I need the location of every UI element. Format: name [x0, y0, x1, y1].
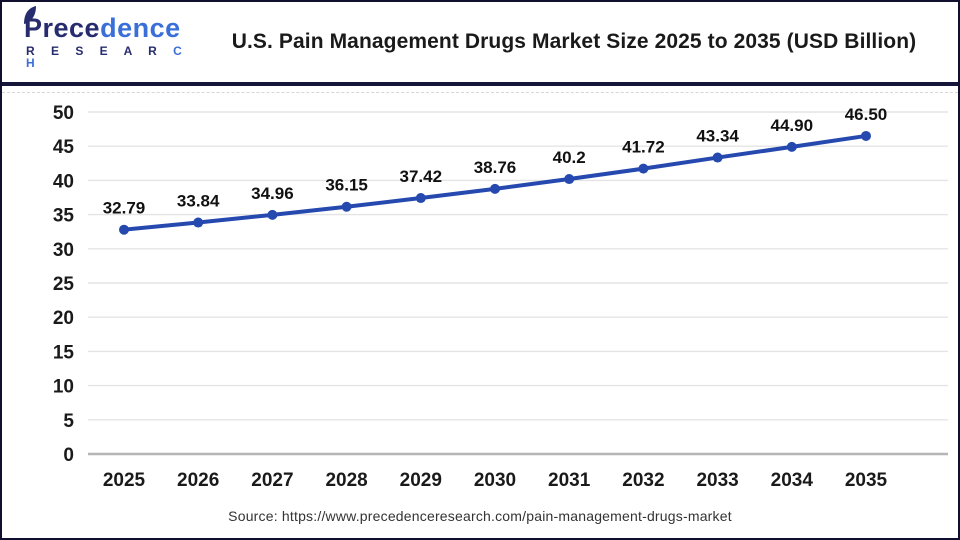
x-axis-label: 2033 — [696, 470, 738, 491]
header: Precedence R E S E A R C H U.S. Pain Man… — [2, 2, 958, 82]
y-axis-label: 10 — [53, 377, 74, 398]
data-point-label: 34.96 — [251, 184, 294, 203]
data-point-label: 37.42 — [400, 167, 443, 186]
dashed-divider — [2, 92, 958, 93]
data-point-marker — [415, 193, 426, 204]
x-axis-label: 2026 — [177, 470, 219, 491]
data-point-label: 33.84 — [177, 192, 220, 211]
leaf-icon — [24, 6, 36, 24]
data-point-marker — [638, 163, 649, 174]
data-point-marker — [564, 174, 575, 185]
footer: Source: https://www.precedenceresearch.c… — [2, 494, 958, 538]
data-point-label: 36.15 — [325, 176, 368, 195]
x-axis-label: 2031 — [548, 470, 591, 491]
data-point-marker — [861, 130, 871, 141]
data-point-marker — [267, 209, 278, 220]
x-axis-label: 2028 — [325, 470, 367, 491]
x-axis-label: 2025 — [103, 470, 146, 491]
y-axis-label: 15 — [53, 342, 75, 363]
chart-area: 0 5 10 15 20 25 30 35 40 45 50 2025 2026 2027 2028 2029… — [2, 94, 958, 494]
x-axis-label: 2030 — [474, 470, 516, 491]
data-point-label: 44.90 — [771, 116, 814, 135]
data-point-marker — [786, 141, 797, 152]
y-axis-label: 30 — [53, 240, 74, 261]
header-divider — [2, 82, 958, 86]
data-point-label: 38.76 — [474, 158, 517, 177]
logo-subtext: R E S E A R C H — [26, 44, 189, 70]
y-axis-label: 45 — [53, 137, 75, 158]
x-axis-label: 2027 — [251, 470, 293, 491]
y-axis-label: 50 — [53, 103, 74, 124]
data-point-label: 43.34 — [696, 127, 739, 146]
precedence-research-logo: Precedence R E S E A R C H — [22, 6, 202, 70]
x-axis-label: 2034 — [771, 470, 814, 491]
data-point-label: 46.50 — [845, 105, 888, 124]
y-axis-label: 20 — [53, 308, 74, 329]
data-point-label: 41.72 — [622, 138, 665, 157]
logo-text-blue: dence — [100, 13, 181, 43]
logo-text-dark: Prece — [24, 13, 101, 43]
data-point-marker — [119, 224, 129, 235]
y-axis-label: 0 — [63, 445, 74, 466]
chart-title: U.S. Pain Management Drugs Market Size 2… — [231, 30, 917, 53]
y-axis-label: 40 — [53, 171, 74, 192]
x-axis-label: 2029 — [400, 470, 442, 491]
y-axis-label: 25 — [53, 274, 75, 295]
data-point-marker — [341, 201, 352, 212]
data-point-marker — [712, 152, 723, 163]
data-point-marker — [193, 217, 204, 228]
data-point-label: 32.79 — [103, 199, 146, 218]
data-point-marker — [490, 183, 500, 194]
y-axis-label: 5 — [63, 411, 74, 432]
logo-wordmark: Precedence — [22, 6, 202, 43]
title-container: U.S. Pain Management Drugs Market Size 2… — [202, 2, 946, 82]
trend-line — [122, 133, 868, 232]
y-axis-label: 35 — [53, 206, 75, 227]
data-point-label: 40.2 — [553, 148, 586, 167]
source-text: Source: https://www.precedenceresearch.c… — [228, 508, 732, 524]
x-axis-label: 2035 — [845, 470, 888, 491]
x-axis-label: 2032 — [622, 470, 664, 491]
